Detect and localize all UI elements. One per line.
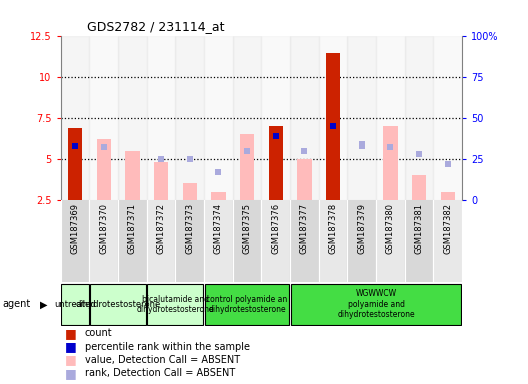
Text: ■: ■	[65, 367, 77, 380]
Bar	[183, 184, 197, 200]
Bar	[147, 200, 175, 282]
Bar	[97, 139, 111, 200]
FancyBboxPatch shape	[90, 283, 146, 325]
Bar	[290, 36, 319, 200]
Bar	[154, 162, 168, 200]
Bar	[297, 159, 312, 200]
Bar	[412, 175, 426, 200]
Text: GSM187378: GSM187378	[328, 203, 337, 254]
Text: GSM187382: GSM187382	[443, 203, 452, 254]
Bar	[233, 200, 261, 282]
Bar	[440, 192, 455, 200]
Text: GSM187381: GSM187381	[414, 203, 423, 254]
Bar	[261, 36, 290, 200]
Bar	[269, 126, 283, 200]
Text: GSM187370: GSM187370	[99, 203, 108, 254]
Bar	[233, 36, 261, 200]
Bar	[404, 36, 433, 200]
Bar	[383, 126, 398, 200]
Bar	[347, 200, 376, 282]
Bar	[89, 200, 118, 282]
Text: untreated: untreated	[54, 300, 96, 309]
Bar	[319, 36, 347, 200]
FancyBboxPatch shape	[61, 283, 89, 325]
Text: control polyamide an
dihydrotestosterone: control polyamide an dihydrotestosterone	[206, 295, 288, 314]
Bar	[433, 200, 462, 282]
Bar	[376, 36, 404, 200]
Bar	[261, 200, 290, 282]
Text: GSM187373: GSM187373	[185, 203, 194, 254]
Bar	[118, 36, 147, 200]
Bar	[68, 128, 82, 200]
Text: ■: ■	[65, 327, 77, 339]
FancyBboxPatch shape	[147, 283, 203, 325]
Text: GSM187379: GSM187379	[357, 203, 366, 254]
Bar	[61, 36, 89, 200]
FancyBboxPatch shape	[205, 283, 289, 325]
Text: GSM187376: GSM187376	[271, 203, 280, 254]
Bar	[290, 200, 319, 282]
Bar	[404, 200, 433, 282]
Bar	[347, 36, 376, 200]
Bar	[240, 134, 254, 200]
Bar	[89, 36, 118, 200]
Bar	[319, 200, 347, 282]
Text: ■: ■	[65, 354, 77, 366]
Bar	[376, 200, 404, 282]
Text: percentile rank within the sample: percentile rank within the sample	[85, 341, 250, 352]
Bar	[175, 36, 204, 200]
Text: dihydrotestosterone: dihydrotestosterone	[76, 300, 161, 309]
Bar	[175, 200, 204, 282]
Text: GDS2782 / 231114_at: GDS2782 / 231114_at	[87, 20, 224, 33]
Text: GSM187372: GSM187372	[156, 203, 166, 254]
Text: ■: ■	[65, 340, 77, 353]
Bar	[326, 53, 340, 200]
Text: ▶: ▶	[40, 299, 47, 310]
Text: GSM187375: GSM187375	[242, 203, 251, 254]
Text: value, Detection Call = ABSENT: value, Detection Call = ABSENT	[85, 355, 240, 365]
Text: GSM187374: GSM187374	[214, 203, 223, 254]
Text: WGWWCW
polyamide and
dihydrotestosterone: WGWWCW polyamide and dihydrotestosterone	[337, 290, 415, 319]
Bar	[147, 36, 175, 200]
Bar	[433, 36, 462, 200]
Text: rank, Detection Call = ABSENT: rank, Detection Call = ABSENT	[85, 368, 235, 379]
Bar	[204, 36, 233, 200]
Text: GSM187380: GSM187380	[386, 203, 395, 254]
Bar	[125, 151, 139, 200]
Text: count: count	[85, 328, 112, 338]
FancyBboxPatch shape	[290, 283, 461, 325]
Text: GSM187371: GSM187371	[128, 203, 137, 254]
Bar	[204, 200, 233, 282]
Text: bicalutamide and
dihydrotestosterone: bicalutamide and dihydrotestosterone	[137, 295, 214, 314]
Text: GSM187377: GSM187377	[300, 203, 309, 254]
Bar	[61, 200, 89, 282]
Text: GSM187369: GSM187369	[71, 203, 80, 254]
Text: agent: agent	[3, 299, 31, 310]
Bar	[211, 192, 225, 200]
Bar	[118, 200, 147, 282]
